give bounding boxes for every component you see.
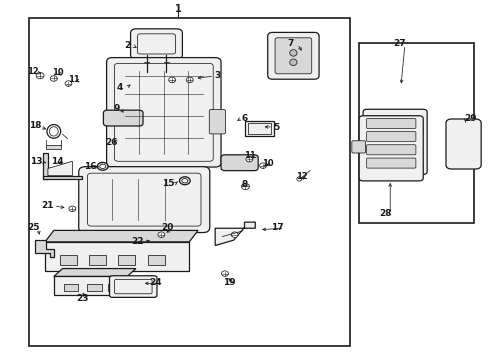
Bar bbox=[247, 123, 271, 134]
Text: 23: 23 bbox=[76, 294, 88, 302]
Ellipse shape bbox=[296, 177, 301, 181]
Bar bbox=[107, 284, 122, 291]
Text: 10: 10 bbox=[262, 159, 273, 168]
Text: 7: 7 bbox=[287, 39, 294, 48]
Text: 24: 24 bbox=[149, 278, 162, 287]
Ellipse shape bbox=[179, 177, 190, 185]
FancyBboxPatch shape bbox=[209, 109, 225, 134]
Ellipse shape bbox=[182, 179, 187, 183]
FancyBboxPatch shape bbox=[106, 58, 221, 167]
Bar bbox=[60, 255, 77, 265]
Text: 17: 17 bbox=[271, 223, 284, 232]
Polygon shape bbox=[54, 276, 127, 295]
Ellipse shape bbox=[50, 76, 57, 81]
Ellipse shape bbox=[97, 162, 108, 170]
Polygon shape bbox=[54, 269, 136, 276]
Text: 4: 4 bbox=[116, 83, 123, 91]
Polygon shape bbox=[48, 161, 72, 176]
Ellipse shape bbox=[231, 232, 238, 238]
Polygon shape bbox=[35, 240, 54, 257]
Text: 11: 11 bbox=[68, 76, 80, 85]
Text: 18: 18 bbox=[29, 122, 41, 130]
Text: 26: 26 bbox=[105, 138, 118, 147]
FancyBboxPatch shape bbox=[130, 29, 182, 59]
Ellipse shape bbox=[65, 81, 72, 86]
FancyBboxPatch shape bbox=[274, 38, 311, 74]
FancyBboxPatch shape bbox=[362, 109, 427, 175]
Text: 29: 29 bbox=[463, 113, 476, 122]
Text: 19: 19 bbox=[222, 278, 235, 287]
Bar bbox=[89, 255, 106, 265]
Polygon shape bbox=[45, 230, 198, 242]
Bar bbox=[359, 43, 473, 223]
Bar bbox=[87, 284, 102, 291]
Text: 8: 8 bbox=[241, 180, 247, 189]
Ellipse shape bbox=[69, 206, 76, 212]
Text: 21: 21 bbox=[41, 201, 54, 210]
Text: 13: 13 bbox=[30, 157, 43, 166]
Bar bbox=[245, 121, 273, 136]
Text: 12: 12 bbox=[296, 172, 307, 181]
Ellipse shape bbox=[289, 59, 297, 66]
FancyBboxPatch shape bbox=[366, 118, 415, 129]
FancyBboxPatch shape bbox=[79, 167, 209, 233]
Text: 28: 28 bbox=[378, 209, 391, 217]
Text: 3: 3 bbox=[214, 71, 220, 80]
Bar bbox=[147, 255, 164, 265]
Polygon shape bbox=[43, 153, 48, 179]
Ellipse shape bbox=[100, 164, 105, 168]
FancyBboxPatch shape bbox=[366, 131, 415, 141]
FancyBboxPatch shape bbox=[109, 276, 157, 297]
FancyBboxPatch shape bbox=[358, 116, 423, 181]
Ellipse shape bbox=[168, 77, 175, 83]
Text: 14: 14 bbox=[51, 157, 64, 166]
Bar bbox=[63, 284, 78, 291]
FancyBboxPatch shape bbox=[366, 145, 415, 155]
Text: 1: 1 bbox=[175, 4, 182, 14]
FancyBboxPatch shape bbox=[351, 141, 365, 153]
Text: 20: 20 bbox=[161, 223, 173, 232]
Polygon shape bbox=[46, 145, 61, 149]
Text: 22: 22 bbox=[131, 238, 144, 246]
Text: 6: 6 bbox=[241, 113, 247, 122]
Text: 25: 25 bbox=[27, 223, 40, 232]
Bar bbox=[29, 18, 349, 346]
FancyBboxPatch shape bbox=[445, 119, 480, 169]
Text: 11: 11 bbox=[244, 151, 256, 160]
Text: 12: 12 bbox=[27, 68, 39, 77]
Ellipse shape bbox=[36, 72, 44, 79]
Ellipse shape bbox=[259, 163, 266, 168]
Text: 9: 9 bbox=[113, 104, 120, 113]
Text: 10: 10 bbox=[52, 68, 63, 77]
Text: 5: 5 bbox=[273, 123, 279, 132]
FancyBboxPatch shape bbox=[103, 110, 142, 126]
FancyBboxPatch shape bbox=[221, 155, 258, 171]
Ellipse shape bbox=[245, 156, 252, 162]
Text: 27: 27 bbox=[393, 40, 406, 49]
Ellipse shape bbox=[241, 183, 249, 190]
Text: 2: 2 bbox=[124, 40, 130, 49]
Ellipse shape bbox=[186, 77, 193, 83]
FancyBboxPatch shape bbox=[267, 32, 318, 79]
Ellipse shape bbox=[221, 271, 228, 276]
Text: 16: 16 bbox=[84, 162, 97, 171]
Ellipse shape bbox=[289, 50, 297, 56]
FancyBboxPatch shape bbox=[366, 158, 415, 168]
Text: 15: 15 bbox=[162, 179, 175, 188]
Polygon shape bbox=[45, 242, 189, 271]
Polygon shape bbox=[215, 222, 255, 246]
Polygon shape bbox=[43, 176, 82, 179]
Ellipse shape bbox=[158, 232, 164, 238]
Bar bbox=[118, 255, 135, 265]
